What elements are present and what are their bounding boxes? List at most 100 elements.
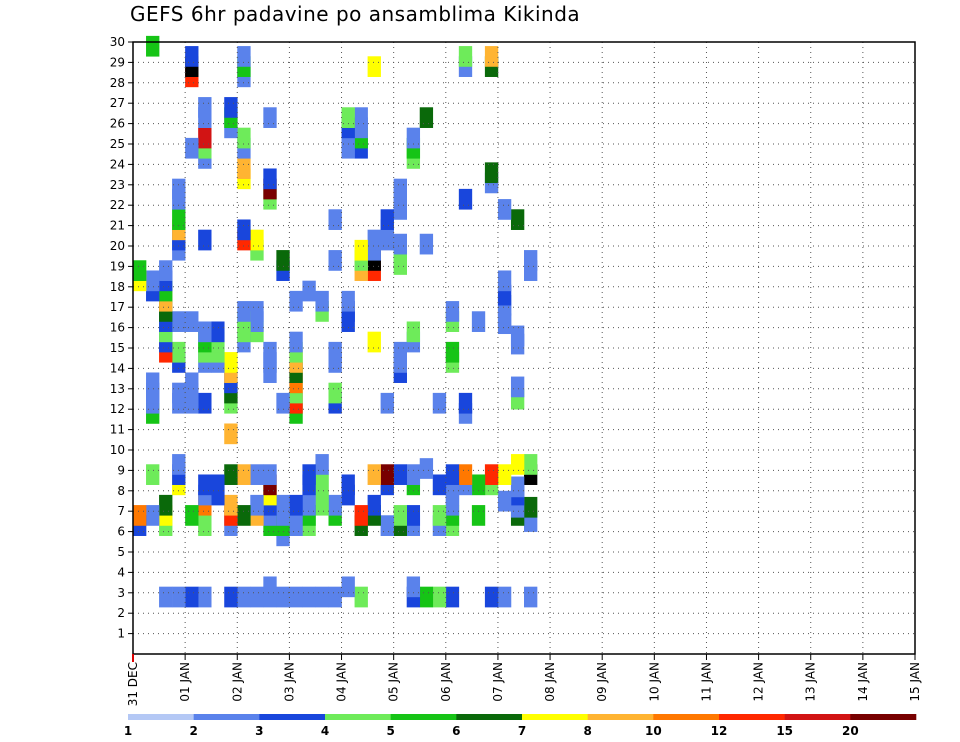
heatmap-cell [328,341,342,363]
legend-label: 15 [776,724,793,738]
y-tick-label: 1 [117,627,125,641]
heatmap-cell [276,392,290,414]
legend-label: 1 [124,724,132,738]
heatmap-cell [237,46,251,67]
heatmap-cell [159,586,173,608]
heatmap-cell [458,46,473,67]
heatmap-cell [198,229,212,251]
heatmap-cell [198,97,212,118]
y-tick-label: 11 [110,423,125,437]
heatmap-cell [328,586,342,608]
heatmap-cell [185,505,199,526]
heatmap-cell [497,490,512,512]
heatmap-cell [354,586,368,608]
heatmap-cell [510,376,525,398]
heatmap-cell [133,505,147,526]
heatmap-cell [524,496,538,518]
heatmap-cell [172,586,186,608]
x-tick-label: 04 JAN [335,662,349,702]
heatmap-cell [146,270,160,292]
heatmap-cell [198,474,212,496]
x-tick-label: 02 JAN [230,662,244,702]
color-legend: 1 2 3 4 5 6 7 8 10 12 15 20 [124,714,917,738]
x-tick-label: 05 JAN [387,662,401,702]
heatmap-cells [133,35,538,608]
heatmap-cell [172,178,186,200]
heatmap-cell [341,290,355,312]
heatmap-cell [263,341,277,363]
y-tick-label: 9 [117,463,125,477]
heatmap-cell [432,505,447,526]
x-tick-label: 13 JAN [804,662,818,702]
heatmap-cell [289,290,303,312]
x-tick-label: 12 JAN [752,662,766,702]
legend-swatch [259,714,326,720]
x-tick-label: 06 JAN [439,662,453,702]
x-tick-label: 08 JAN [543,662,557,702]
heatmap-cell [354,505,368,526]
x-axis-ticks: 31 DEC 01 JAN 02 JAN 03 JAN 04 JAN 05 JAN 06 J… [126,654,922,706]
heatmap-cell [146,35,160,57]
heatmap-cell [172,382,186,404]
heatmap-cell [302,586,316,608]
heatmap-cell [445,464,460,485]
heatmap-cell [367,56,381,77]
y-tick-label: 20 [110,239,125,253]
heatmap-cell [302,464,316,485]
heatmap-cell [471,474,486,496]
legend-swatch [850,714,917,720]
heatmap-cell [380,392,394,414]
y-tick-label: 23 [110,178,125,192]
heatmap-cell [185,586,199,608]
heatmap-cell [497,464,512,485]
heatmap-cell [432,392,447,414]
y-tick-label: 6 [117,525,125,539]
heatmap-cell [341,107,355,128]
heatmap-cell [159,260,173,281]
y-tick-label: 12 [110,402,125,416]
legend-label: 6 [452,724,460,738]
legend-swatch [587,714,654,720]
heatmap-cell [458,188,473,210]
y-tick-label: 25 [110,137,125,151]
legend-label: 7 [518,724,526,738]
heatmap-cell [524,250,538,271]
y-tick-label: 24 [110,157,125,171]
heatmap-cell [471,311,486,332]
heatmap-cell [185,137,199,159]
heatmap-cell [172,341,186,363]
legend-swatch [784,714,851,720]
heatmap-cell [146,372,160,394]
legend-swatch [653,714,720,720]
heatmap-cell [224,494,238,516]
heatmap-cell [289,494,303,516]
legend-swatch [193,714,260,720]
heatmap-cell [367,229,381,251]
y-tick-label: 30 [110,35,125,49]
legend-label: 5 [386,724,394,738]
heatmap-cell [367,494,381,516]
heatmap-cell [276,494,290,516]
x-tick-label: 09 JAN [595,662,609,702]
heatmap-cell [497,199,512,220]
heatmap-cell [250,494,264,516]
legend-label: 12 [711,724,728,738]
x-tick-label: 10 JAN [647,662,661,702]
legend-label: 10 [645,724,662,738]
heatmap-cell [198,321,212,343]
heatmap-cell [393,505,407,526]
heatmap-cell [237,301,251,322]
heatmap-cell [315,494,329,516]
legend-swatch [522,714,588,720]
heatmap-cell [510,209,525,230]
heatmap-cell [263,576,277,598]
heatmap-cell [237,464,251,485]
x-tick-label: 01 JAN [178,662,192,702]
heatmap-cell [237,505,251,526]
heatmap-cell [224,352,238,373]
heatmap-cell [471,505,486,526]
legend-swatch [456,714,523,720]
heatmap-cell [341,474,355,496]
x-tick-label: 03 JAN [282,662,296,702]
heatmap-cell [445,341,460,363]
